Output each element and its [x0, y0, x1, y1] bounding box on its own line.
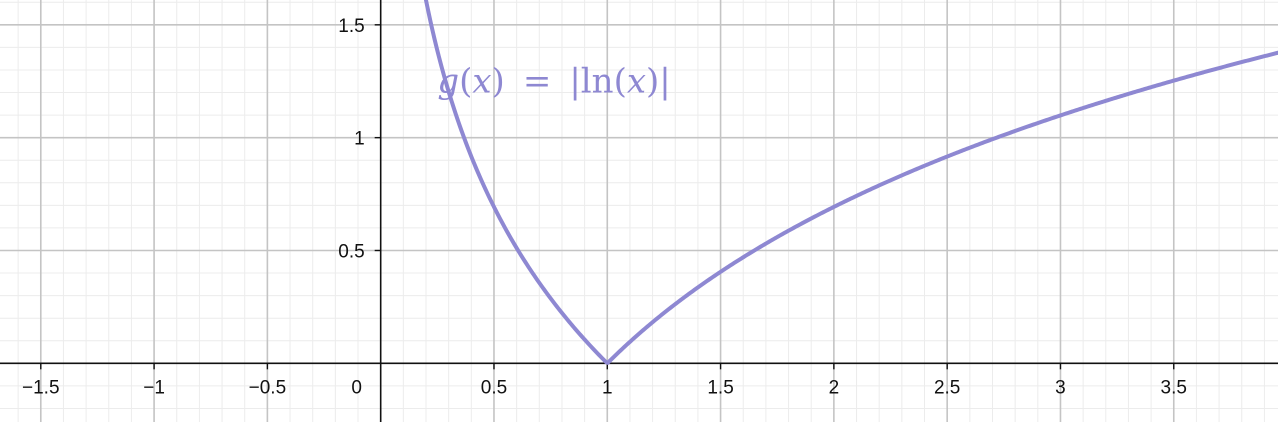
y-tick-label: 1.5 — [338, 16, 364, 37]
y-tick-label: 0.5 — [338, 241, 364, 262]
function-label-lhs-name: g — [437, 62, 459, 102]
x-tick-label: 3 — [1055, 377, 1066, 398]
y-tick-label: 1 — [354, 129, 365, 150]
curves — [424, 0, 1278, 365]
x-tick-label: −1 — [143, 377, 165, 398]
series-line — [424, 0, 1278, 365]
function-label-lhs-paren-close: ) — [492, 62, 505, 102]
function-label-equals: = — [523, 62, 552, 102]
function-label-arg: x — [627, 62, 646, 102]
function-label-bar-open: | — [569, 62, 580, 102]
x-tick-label: −1.5 — [22, 377, 60, 398]
x-tick-label: 2.5 — [934, 377, 960, 398]
x-tick-label: 1.5 — [707, 377, 733, 398]
function-label: g(x) = |ln(x)| — [437, 62, 670, 102]
x-tick-label: −0.5 — [249, 377, 287, 398]
origin-label: 0 — [351, 377, 362, 398]
x-tick-label: 3.5 — [1161, 377, 1187, 398]
function-label-paren-close: ) — [646, 62, 659, 102]
x-tick-label: 2 — [829, 377, 840, 398]
tick-labels: −1.5 −1 −0.5 0.5 1 1.5 2 2.5 3 3.5 0.5 1 1.5 0 — [22, 16, 1187, 399]
function-label-paren-open: ( — [614, 62, 627, 102]
x-tick-label: 1 — [602, 377, 613, 398]
function-label-fn: ln — [581, 62, 614, 102]
x-tick-label: 0.5 — [481, 377, 507, 398]
function-label-bar-close: | — [659, 62, 670, 102]
function-label-lhs-paren-open: ( — [459, 62, 472, 102]
function-label-lhs-var: x — [472, 62, 491, 102]
